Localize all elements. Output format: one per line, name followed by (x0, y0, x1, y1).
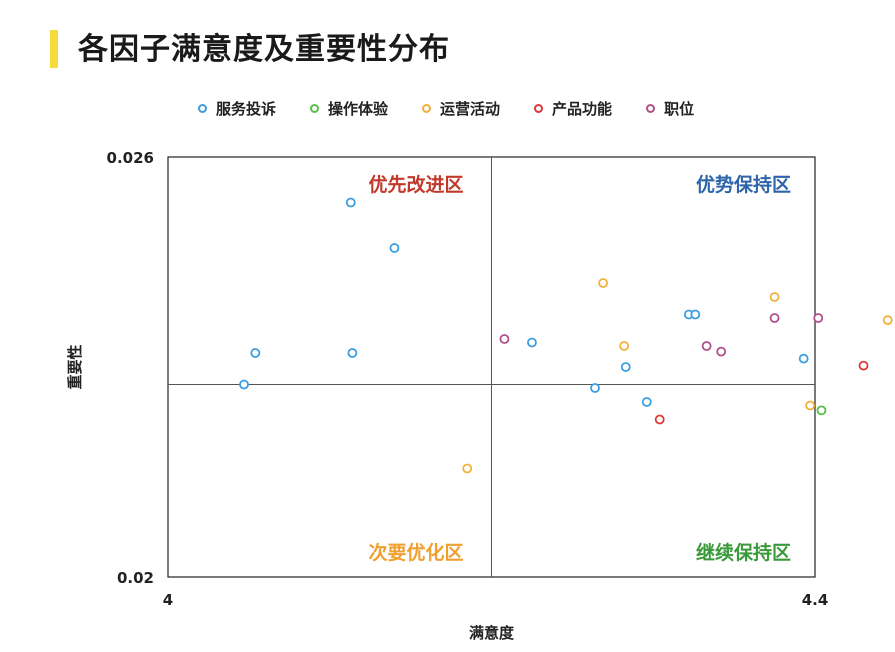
data-point[interactable] (590, 383, 600, 393)
data-point[interactable] (813, 313, 824, 323)
x-tick-label: 4.4 (802, 591, 829, 609)
legend-marker-0 (198, 104, 207, 113)
data-point[interactable] (716, 346, 727, 357)
data-point[interactable] (345, 197, 356, 208)
data-point[interactable] (347, 348, 358, 358)
data-point[interactable] (769, 292, 780, 302)
legend-item[interactable]: 操作体验 (310, 98, 388, 119)
legend-label: 运营活动 (440, 100, 501, 118)
data-point[interactable] (882, 315, 893, 326)
data-point[interactable] (499, 334, 510, 344)
data-point[interactable] (250, 348, 261, 358)
legend-marker-1 (310, 104, 320, 113)
legend-item[interactable]: 产品功能 (534, 98, 612, 119)
legend-marker-4 (646, 104, 656, 113)
quadrant-label-advantage-keep: 优势保持区 (696, 173, 791, 196)
data-point[interactable] (239, 379, 249, 390)
x-tick-label: 4 (163, 591, 173, 609)
data-point[interactable] (858, 360, 869, 371)
data-point[interactable] (816, 405, 827, 416)
legend-item[interactable]: 服务投诉 (198, 98, 276, 119)
data-point[interactable] (701, 341, 712, 351)
legend: 服务投诉 操作体验 运营活动 产品功能 职位 (198, 98, 728, 119)
legend-label: 操作体验 (328, 100, 389, 118)
legend-item[interactable]: 运营活动 (422, 98, 500, 119)
data-point[interactable] (389, 243, 400, 253)
legend-item[interactable]: 职位 (646, 98, 694, 119)
title-accent-bar (50, 30, 58, 68)
data-point[interactable] (462, 463, 473, 474)
data-point[interactable] (527, 337, 537, 348)
quadrant-label-priority-improve: 优先改进区 (368, 173, 463, 196)
legend-label: 职位 (664, 100, 695, 118)
legend-marker-3 (534, 104, 544, 113)
legend-label: 服务投诉 (216, 100, 277, 118)
data-point[interactable] (769, 313, 780, 323)
data-point[interactable] (798, 353, 809, 364)
data-point[interactable] (641, 397, 652, 407)
data-point[interactable] (619, 341, 630, 351)
data-point[interactable] (805, 400, 816, 411)
data-point[interactable] (598, 278, 609, 288)
legend-marker-2 (422, 104, 432, 113)
y-axis-label: 重要性 (66, 344, 84, 389)
chart-title: 各因子满意度及重要性分布 (78, 32, 450, 67)
y-tick-label: 0.02 (117, 569, 154, 587)
quadrant-label-continue-keep: 继续保持区 (696, 541, 791, 564)
data-points (239, 197, 893, 474)
data-point[interactable] (620, 362, 631, 372)
legend-label: 产品功能 (552, 100, 613, 118)
y-tick-label: 0.026 (107, 149, 154, 167)
quadrant-label-secondary-optimize: 次要优化区 (368, 541, 463, 564)
x-axis-label: 满意度 (469, 624, 515, 642)
data-point[interactable] (654, 414, 665, 425)
data-point[interactable] (690, 309, 701, 320)
